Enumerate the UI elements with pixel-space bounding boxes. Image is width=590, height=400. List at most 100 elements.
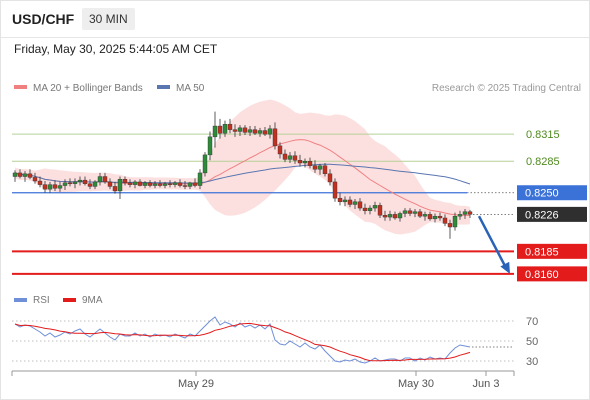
ma50-line — [14, 163, 471, 185]
candle-body — [407, 210, 413, 214]
candle-body — [467, 211, 473, 215]
bollinger-bands-layer — [15, 99, 470, 235]
candle — [372, 201, 378, 212]
candle-body — [442, 217, 448, 224]
forecast-arrow-layer — [477, 215, 510, 274]
candle — [222, 120, 228, 137]
ma50-legend-swatch — [157, 85, 170, 89]
candle-body — [192, 182, 198, 186]
candle — [142, 181, 148, 189]
candle — [412, 208, 418, 218]
candle-body — [222, 124, 228, 134]
moving-averages-layer — [14, 139, 471, 216]
candle-body — [147, 182, 153, 186]
candle — [457, 210, 463, 220]
candle — [202, 152, 208, 177]
forecast-arrow-head — [500, 261, 510, 274]
candle — [362, 203, 368, 215]
candle-body — [412, 211, 418, 214]
candle — [307, 157, 313, 169]
rsi-panel: 30 50 70 — [12, 316, 538, 368]
candle-body — [447, 223, 453, 228]
candle-body — [117, 179, 123, 192]
candle-body — [272, 128, 278, 147]
candle-body — [77, 179, 83, 183]
candle — [77, 176, 83, 186]
candle — [442, 214, 448, 227]
candle-body — [87, 183, 93, 187]
candle — [187, 181, 193, 190]
candle-body — [92, 181, 98, 187]
rsi-tick-70: 70 — [526, 316, 538, 328]
pivot-label: 0.8250 — [525, 188, 559, 200]
candle-body — [207, 136, 213, 156]
candle-body — [32, 177, 38, 182]
candle — [137, 179, 143, 187]
candle — [227, 118, 233, 134]
candle-body — [162, 183, 168, 186]
candle-body — [382, 215, 388, 218]
candle — [72, 178, 78, 189]
candle-body — [462, 211, 468, 215]
candle — [282, 149, 288, 163]
candle — [87, 179, 93, 190]
candle — [257, 127, 263, 137]
rsi-legend-swatch — [14, 298, 27, 302]
candle-body — [242, 127, 248, 133]
rsi-tick-50: 50 — [526, 336, 538, 348]
forecast-arrow-shaft — [477, 215, 508, 269]
candle — [322, 163, 328, 177]
rsi-tick-30: 30 — [526, 356, 538, 368]
x-axis: May 29 May 30 Jun 3 — [11, 371, 515, 390]
candle-body — [437, 215, 443, 219]
rsi-legend: RSI 9MA — [14, 295, 103, 306]
candle — [112, 181, 118, 194]
candle — [382, 210, 388, 221]
candle-body — [252, 129, 258, 134]
candle-body — [387, 214, 393, 218]
candle-body — [47, 184, 53, 190]
candle-body — [152, 183, 158, 186]
candle-body — [187, 182, 193, 187]
candle-body — [52, 184, 58, 189]
timeframe-button[interactable]: 30 MIN — [82, 8, 135, 30]
candle — [367, 205, 373, 215]
candle — [312, 160, 318, 173]
support-2-tag — [517, 266, 587, 282]
candle — [297, 154, 303, 167]
candle — [242, 125, 248, 136]
candle — [62, 179, 68, 191]
candle-body — [337, 197, 343, 202]
candle-body — [352, 201, 358, 205]
candle — [57, 181, 63, 192]
candle-body — [132, 181, 138, 185]
candle — [247, 126, 253, 136]
candle — [232, 124, 238, 137]
candle — [427, 211, 433, 221]
candle — [17, 169, 23, 179]
candle — [342, 196, 348, 207]
candle — [462, 208, 468, 219]
candle-body — [452, 215, 458, 228]
candle-body — [67, 182, 73, 185]
candle-body — [317, 165, 323, 170]
candle-body — [332, 181, 338, 199]
candle-body — [347, 199, 353, 205]
candle-body — [267, 128, 273, 135]
candle — [392, 211, 398, 220]
candle — [47, 181, 53, 193]
candle — [277, 142, 283, 159]
candle — [22, 171, 28, 182]
candle-body — [307, 160, 313, 166]
candle — [417, 208, 423, 218]
candle-body — [42, 184, 48, 190]
candle — [157, 180, 163, 188]
candle — [327, 169, 333, 186]
candle-body — [127, 182, 133, 185]
candle — [262, 126, 268, 136]
candle — [237, 125, 243, 136]
candle — [167, 180, 173, 188]
candle — [27, 169, 33, 180]
